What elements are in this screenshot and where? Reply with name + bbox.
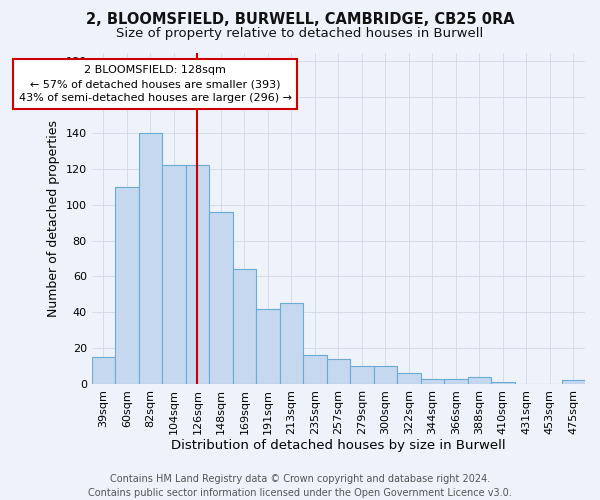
- Bar: [185, 166, 209, 384]
- Bar: [209, 212, 233, 384]
- Bar: [491, 382, 515, 384]
- Bar: [92, 357, 115, 384]
- Bar: [115, 187, 139, 384]
- Text: 2, BLOOMSFIELD, BURWELL, CAMBRIDGE, CB25 0RA: 2, BLOOMSFIELD, BURWELL, CAMBRIDGE, CB25…: [86, 12, 514, 28]
- Text: 2 BLOOMSFIELD: 128sqm
← 57% of detached houses are smaller (393)
43% of semi-det: 2 BLOOMSFIELD: 128sqm ← 57% of detached …: [19, 65, 292, 103]
- Bar: [397, 373, 421, 384]
- Text: Size of property relative to detached houses in Burwell: Size of property relative to detached ho…: [116, 28, 484, 40]
- Bar: [374, 366, 397, 384]
- Bar: [162, 166, 185, 384]
- Bar: [256, 308, 280, 384]
- Bar: [280, 304, 303, 384]
- Bar: [444, 378, 467, 384]
- Y-axis label: Number of detached properties: Number of detached properties: [47, 120, 60, 316]
- Bar: [421, 378, 444, 384]
- Bar: [139, 133, 162, 384]
- X-axis label: Distribution of detached houses by size in Burwell: Distribution of detached houses by size …: [171, 440, 506, 452]
- Text: Contains HM Land Registry data © Crown copyright and database right 2024.
Contai: Contains HM Land Registry data © Crown c…: [88, 474, 512, 498]
- Bar: [562, 380, 585, 384]
- Bar: [326, 359, 350, 384]
- Bar: [303, 356, 326, 384]
- Bar: [350, 366, 374, 384]
- Bar: [233, 270, 256, 384]
- Bar: [467, 377, 491, 384]
